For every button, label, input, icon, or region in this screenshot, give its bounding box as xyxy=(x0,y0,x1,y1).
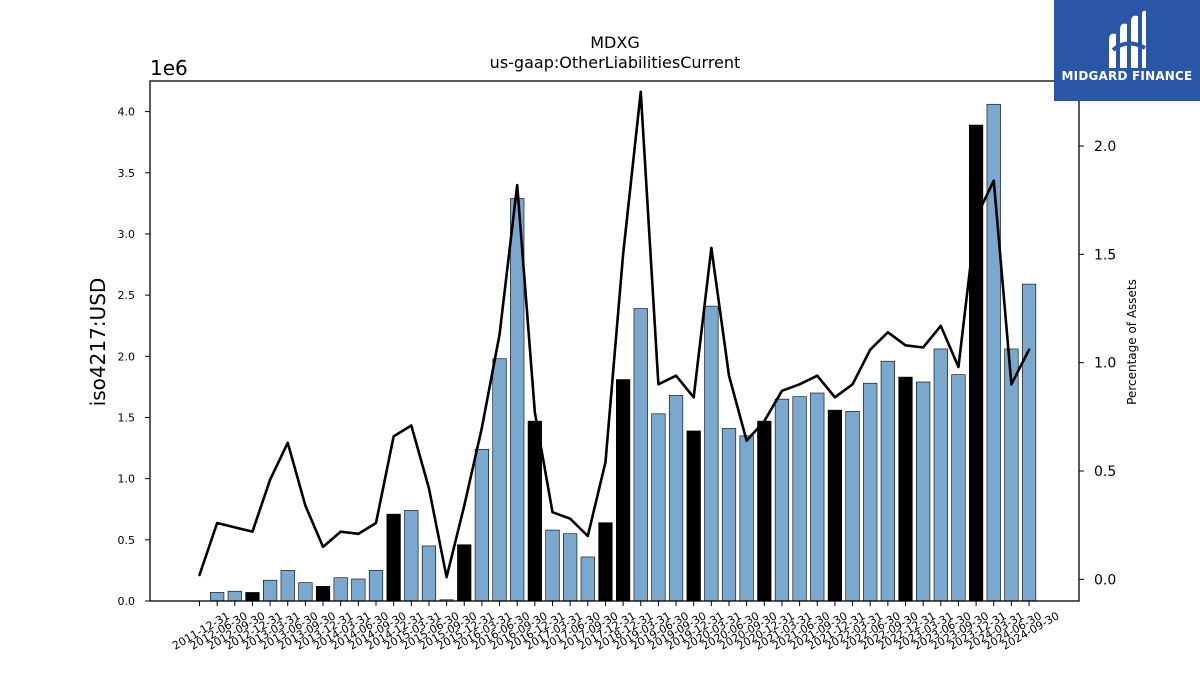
bar-2017-12-31 xyxy=(598,522,613,602)
bar-2024-09-30 xyxy=(1021,283,1037,602)
bar-2016-03-31 xyxy=(474,448,490,602)
bar-2024-06-30 xyxy=(1004,348,1019,602)
bar-2017-06-30 xyxy=(563,533,578,602)
logo-text: MIDGARD FINANCE xyxy=(1061,69,1193,83)
bar-2022-12-31 xyxy=(898,376,913,602)
bar-2014-03-31 xyxy=(333,577,348,602)
bar-2019-03-31 xyxy=(633,308,648,602)
bar-2020-03-31 xyxy=(704,305,719,602)
y-tick-label: 4.0 xyxy=(118,106,136,119)
bar-2016-06-30 xyxy=(492,358,507,602)
chart-subtitle: us-gaap:OtherLiabilitiesCurrent xyxy=(490,53,741,72)
bar-2022-09-30 xyxy=(880,360,895,602)
y-offset-label: 1e6 xyxy=(150,56,188,80)
y-tick-label: 2.0 xyxy=(118,350,136,363)
bar-2018-12-31 xyxy=(615,379,631,602)
bar-2023-12-31 xyxy=(968,124,984,602)
bar-2021-12-31 xyxy=(827,409,842,602)
percentage-line xyxy=(198,90,1031,579)
bar-2012-06-30 xyxy=(210,592,225,602)
y-ticks: 0.0 0.5 1.0 1.5 2.0 2.5 3.0 3.5 4.0 xyxy=(118,106,150,608)
plot-frame xyxy=(149,80,1080,602)
y2-tick-label: 1.5 xyxy=(1094,247,1116,263)
bar-2013-09-30 xyxy=(298,582,313,602)
y-axis-label: iso4217:USD xyxy=(86,278,110,407)
bar-2019-12-31 xyxy=(686,430,701,602)
bar-2013-06-30 xyxy=(280,570,295,602)
y2-ticks: 0.0 0.5 1.0 1.5 2.0 xyxy=(1079,139,1116,588)
bar-2023-06-30 xyxy=(933,348,948,602)
bar-2021-06-30 xyxy=(792,396,807,602)
bar-2021-03-31 xyxy=(774,398,790,602)
bar-2021-09-30 xyxy=(810,392,825,602)
bar-2022-06-30 xyxy=(863,382,878,602)
bar-2019-09-30 xyxy=(668,395,684,602)
midgard-finance-logo: MIDGARD FINANCE xyxy=(1054,0,1200,101)
bar-2023-03-31 xyxy=(916,381,931,602)
bar-2017-09-30 xyxy=(580,556,595,602)
x-ticks: 2011-12-312012-06-302012-09-302012-12-31… xyxy=(170,601,1062,653)
bar-2014-09-30 xyxy=(368,570,384,602)
bar-2015-03-31 xyxy=(404,510,419,602)
bar-2023-09-30 xyxy=(951,374,966,602)
bar-2020-06-30 xyxy=(721,428,737,602)
y2-axis-label: Percentage of Assets xyxy=(1125,279,1139,405)
line-group xyxy=(198,90,1031,579)
bar-2014-06-30 xyxy=(351,578,366,602)
bar-2020-12-31 xyxy=(757,420,772,602)
y-tick-label: 1.0 xyxy=(118,473,136,486)
y-tick-label: 2.5 xyxy=(118,289,136,302)
bar-2020-09-30 xyxy=(739,435,754,602)
bar-2019-06-30 xyxy=(651,413,666,602)
y2-tick-label: 2.0 xyxy=(1094,139,1116,155)
bar-2015-06-30 xyxy=(421,545,437,602)
y-tick-label: 1.5 xyxy=(118,411,136,424)
logo-mark-icon xyxy=(1109,10,1146,69)
bar-2017-03-31 xyxy=(545,529,560,602)
y-tick-label: 0.5 xyxy=(118,534,136,547)
bar-2014-12-31 xyxy=(386,513,401,602)
bar-2016-12-31 xyxy=(527,420,542,602)
bar-2024-03-31 xyxy=(986,103,1001,602)
y-tick-label: 3.0 xyxy=(118,228,136,241)
y2-tick-label: 0.0 xyxy=(1094,572,1116,588)
bar-2012-09-30 xyxy=(227,590,242,602)
y-tick-label: 0.0 xyxy=(118,595,136,608)
chart-title: MDXG xyxy=(590,33,639,52)
bars-group xyxy=(210,103,1037,602)
bar-2015-12-31 xyxy=(457,544,472,602)
y-tick-label: 3.5 xyxy=(118,167,136,180)
y2-tick-label: 0.5 xyxy=(1094,464,1116,480)
bar-2013-12-31 xyxy=(315,586,331,602)
bar-2012-12-31 xyxy=(245,592,260,602)
bar-2022-03-31 xyxy=(845,411,860,602)
bar-2013-03-31 xyxy=(262,579,278,602)
y2-tick-label: 1.0 xyxy=(1094,356,1116,372)
